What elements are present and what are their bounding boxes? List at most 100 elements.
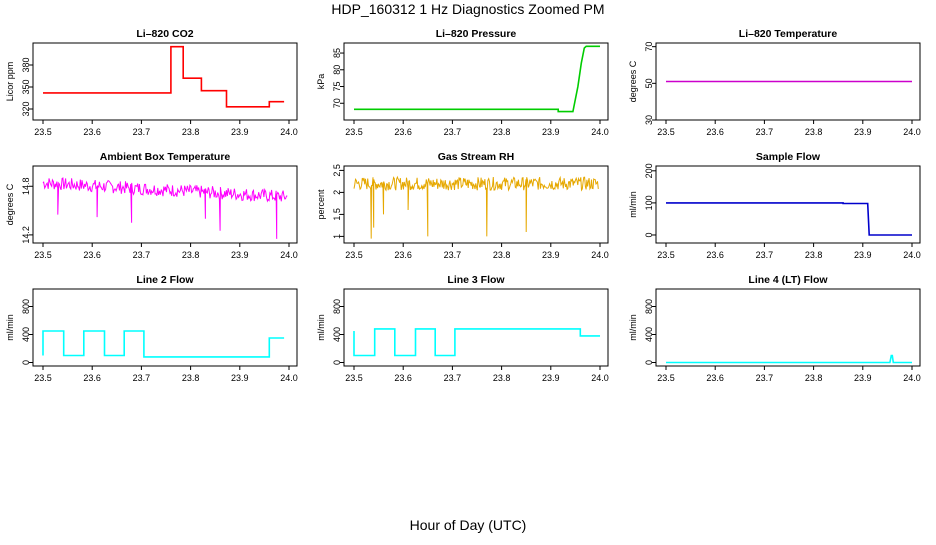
x-tick-label: 23.7 [133,127,151,137]
y-tick-label: 800 [644,299,654,314]
x-tick-label: 23.8 [805,127,823,137]
x-tick-label: 23.6 [706,250,724,260]
y-tick-label: 100 [644,195,654,210]
x-tick-label: 23.9 [542,250,560,260]
y-tick-label: 350 [21,79,31,94]
x-tick-label: 23.8 [182,250,200,260]
x-tick-label: 23.5 [657,127,675,137]
y-axis-label: degrees C [628,60,638,102]
series-line [666,354,912,364]
y-tick-label: 50 [644,78,654,88]
panel-4: Ambient Box Temperature 23.5 23.6 23.7 23.8 2… [5,151,298,260]
x-tick-label: 23.5 [34,127,52,137]
y-tick-label: 2 [332,190,342,195]
panel-1: Li–820 CO2 23.5 23.6 23.7 23.8 23.9 24.0 320 350… [5,28,298,137]
panel-title: Li–820 Temperature [739,28,838,40]
x-tick-label: 24.0 [591,373,609,383]
plot-frame [32,165,298,244]
x-tick-label: 23.8 [182,127,200,137]
series-line [354,45,600,113]
x-tick-label: 23.7 [756,250,774,260]
series-line [666,202,912,236]
y-tick-label: 30 [644,115,654,125]
panel-3: Li–820 Temperature 23.5 23.6 23.7 23.8 23.9 24… [628,28,921,137]
x-tick-label: 23.8 [493,373,511,383]
plot-frame [655,165,921,244]
y-tick-label: 200 [644,163,654,178]
x-tick-label: 23.7 [444,373,462,383]
x-tick-label: 24.0 [591,250,609,260]
y-tick-label: 0 [644,232,654,237]
y-tick-label: 320 [21,101,31,116]
y-tick-label: 14.8 [21,177,31,195]
plot-frame [655,42,921,121]
panel-title: Line 2 Flow [136,274,194,286]
y-tick-label: 1 [332,234,342,239]
y-tick-label: 800 [21,299,31,314]
y-tick-label: 400 [332,327,342,342]
x-tick-label: 23.7 [444,127,462,137]
x-tick-label: 24.0 [591,127,609,137]
x-tick-label: 23.6 [83,250,101,260]
y-tick-label: 800 [332,299,342,314]
x-tick-label: 23.8 [805,250,823,260]
y-tick-label: 1.5 [332,208,342,221]
panel-title: Ambient Box Temperature [100,151,231,163]
x-tick-label: 23.6 [83,373,101,383]
x-tick-label: 23.7 [756,373,774,383]
x-tick-label: 23.9 [542,373,560,383]
y-axis-label: ml/min [316,314,326,341]
series-line [353,175,599,239]
x-tick-label: 23.5 [657,373,675,383]
x-tick-label: 23.7 [133,373,151,383]
panel-7: Line 2 Flow 23.5 23.6 23.7 23.8 23.9 24.0 0 400 8… [5,274,298,383]
y-axis-label: ml/min [628,314,638,341]
x-tick-label: 23.6 [394,250,412,260]
x-tick-label: 23.9 [854,127,872,137]
series-line [42,177,288,239]
x-tick-label: 23.8 [182,373,200,383]
series-line [43,45,285,108]
x-tick-label: 23.9 [231,250,249,260]
panel-title: Line 4 (LT) Flow [748,274,828,286]
x-tick-label: 23.5 [345,373,363,383]
panel-title: Li–820 Pressure [436,28,517,40]
panel-title: Gas Stream RH [438,151,514,163]
y-tick-label: 400 [21,327,31,342]
x-tick-label: 23.8 [493,127,511,137]
y-tick-label: 85 [332,48,342,58]
series-line [42,330,285,358]
x-tick-label: 23.5 [34,373,52,383]
x-tick-label: 23.9 [231,127,249,137]
x-tick-label: 23.9 [854,250,872,260]
panel-5: Gas Stream RH 23.5 23.6 23.7 23.8 23.9 24.0 1 1.… [316,151,609,260]
x-tick-label: 23.7 [756,127,774,137]
y-tick-label: 0 [332,360,342,365]
x-tick-label: 23.5 [345,250,363,260]
x-tick-label: 23.9 [854,373,872,383]
x-tick-label: 23.5 [657,250,675,260]
y-tick-label: 75 [332,82,342,92]
y-tick-label: 400 [644,327,654,342]
panel-9: Line 4 (LT) Flow 23.5 23.6 23.7 23.8 23.9 24.0… [628,274,921,383]
x-tick-label: 23.9 [231,373,249,383]
x-tick-label: 24.0 [280,373,298,383]
panel-title: Line 3 Flow [447,274,505,286]
plot-frame [343,288,609,367]
y-axis-label: Licor ppm [5,62,15,102]
x-tick-label: 23.6 [394,373,412,383]
y-axis-label: kPa [316,74,326,90]
x-tick-label: 23.8 [805,373,823,383]
y-tick-label: 70 [332,98,342,108]
x-tick-label: 24.0 [903,127,921,137]
y-tick-label: 80 [332,65,342,75]
panel-6: Sample Flow 23.5 23.6 23.7 23.8 23.9 24.0 0 100 2… [628,151,921,260]
x-tick-label: 23.6 [83,127,101,137]
y-axis-label: degrees C [5,183,15,225]
series-line [353,328,600,357]
x-tick-label: 23.9 [542,127,560,137]
figure-title: HDP_160312 1 Hz Diagnostics Zoomed PM [331,1,605,17]
x-tick-label: 24.0 [903,373,921,383]
